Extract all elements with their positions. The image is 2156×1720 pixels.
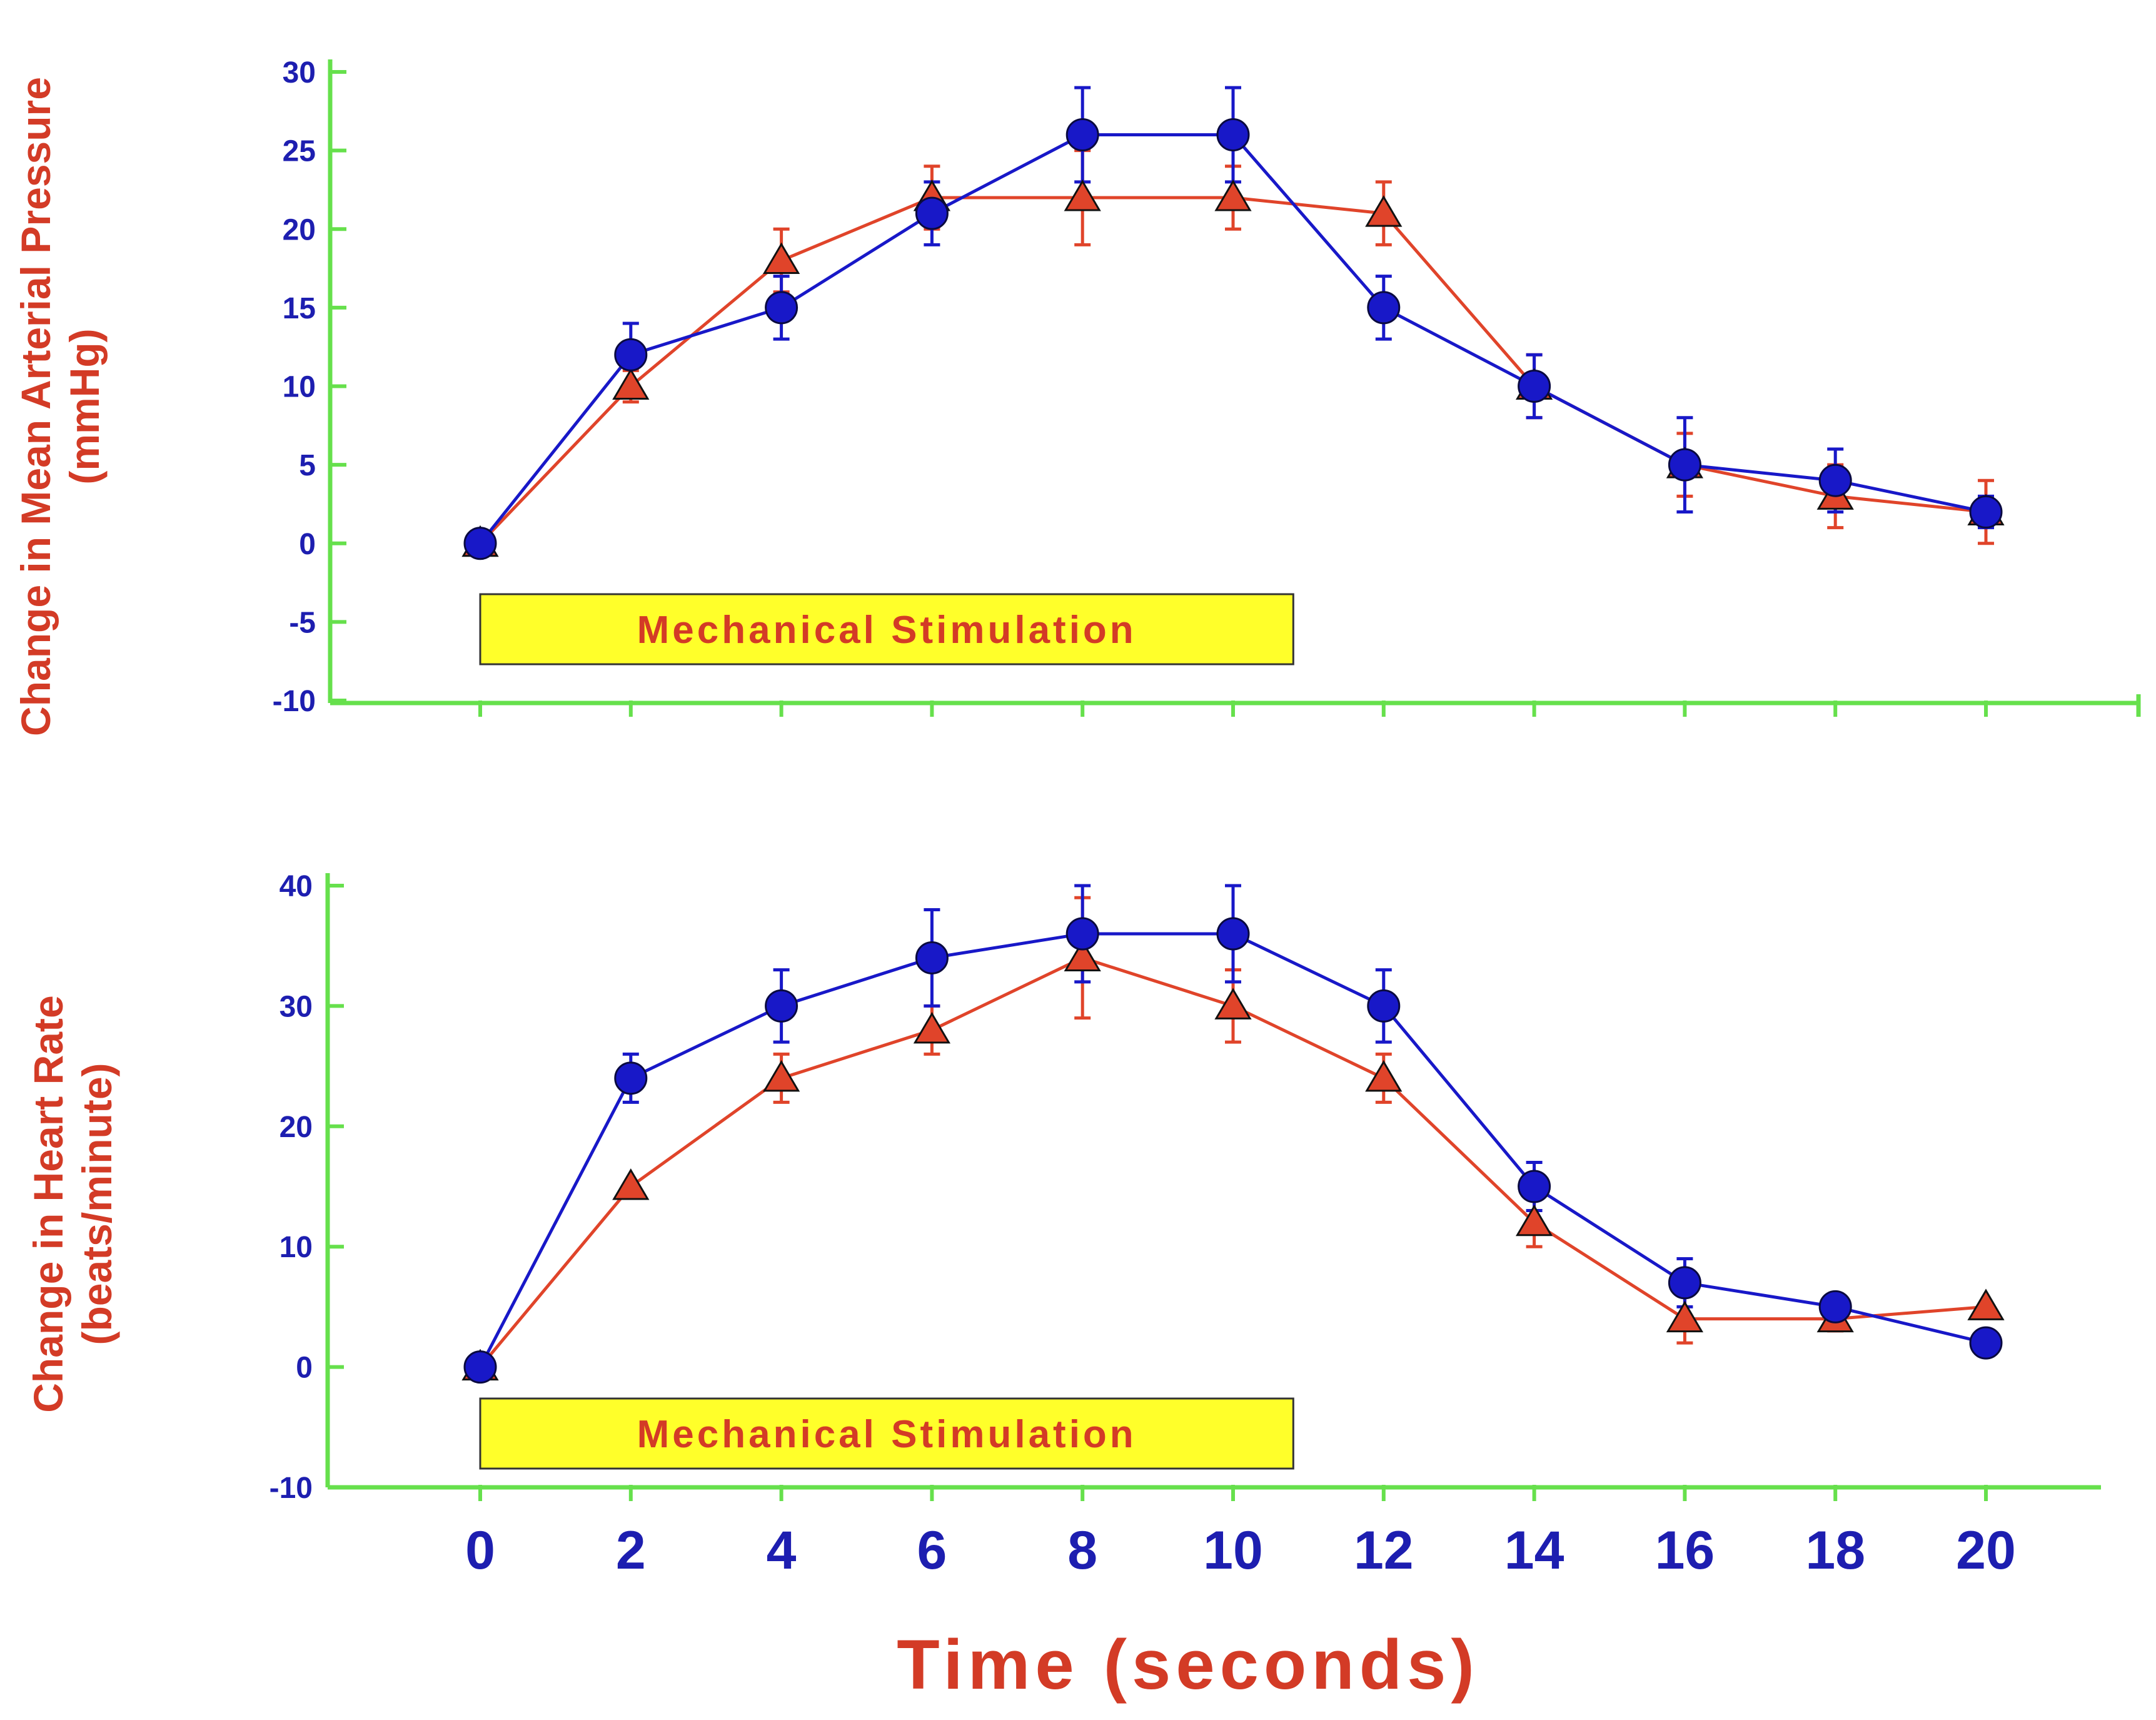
data-point-pressure-circle-3 [915,196,949,230]
x-tick-label-3: 6 [917,1520,947,1581]
y-tick-label-pressure-2: 20 [283,213,316,246]
y-axis-title-line1-pressure: Change in Mean Arterial Pressure [13,77,59,736]
data-point-heart-rate-circle-6 [1367,989,1401,1023]
data-point-heart-rate-triangle-3 [913,1011,951,1044]
y-tick-label-heart-rate-4: 0 [296,1352,313,1385]
x-tick-labels: 0 2 4 6 8 10 12 14 16 18 20 [465,1520,2016,1581]
y-axis-title-line1-heart-rate: Change in Heart Rate [25,995,71,1412]
x-axis-title: Time (seconds) [897,1626,1479,1704]
data-point-pressure-triangle-6 [1365,195,1403,227]
data-point-pressure-circle-9 [1818,463,1852,497]
data-point-heart-rate-triangle-5 [1214,988,1252,1019]
y-tick-label-pressure-1: 25 [283,135,316,168]
data-point-pressure-circle-2 [765,291,798,325]
stimulation-label-pressure: Mechanical Stimulation [637,609,1137,652]
data-point-pressure-circle-0 [463,527,497,560]
chart-panel-pressure: Change in Mean Arterial Pressure (mmHg) … [13,56,2141,736]
data-point-heart-rate-circle-4 [1065,917,1099,951]
data-point-heart-rate-circle-8 [1668,1266,1701,1300]
data-point-pressure-triangle-4 [1064,180,1101,211]
data-point-heart-rate-circle-0 [463,1350,497,1384]
stimulation-box-heart-rate: Mechanical Stimulation [479,1397,1294,1470]
x-tick-label-0: 0 [465,1520,495,1581]
y-tick-label-pressure-5: 5 [299,449,316,482]
x-tick-label-5: 10 [1203,1520,1263,1581]
y-axis-title-line2-pressure: (mmHg) [61,328,108,484]
y-tick-label-pressure-0: 30 [283,56,316,89]
data-point-heart-rate-circle-1 [614,1061,648,1095]
x-ticks-pressure [478,701,1988,717]
data-point-pressure-circle-8 [1668,448,1701,482]
y-tick-label-pressure-7: -5 [289,606,316,639]
y-tick-label-pressure-3: 15 [283,292,316,325]
y-tick-label-pressure-6: 0 [299,528,316,561]
series-line-pressure-triangle [479,196,1987,545]
data-point-pressure-triangle-1 [612,368,650,400]
y-tick-label-heart-rate-1: 30 [280,990,313,1023]
data-point-heart-rate-triangle-7 [1515,1204,1553,1237]
y-tick-label-heart-rate-5: -10 [270,1472,313,1505]
x-tick-label-10: 20 [1956,1520,2016,1581]
data-point-heart-rate-circle-3 [915,941,949,974]
data-point-heart-rate-triangle-2 [762,1060,800,1092]
x-tick-label-4: 8 [1067,1520,1097,1581]
data-point-pressure-triangle-5 [1214,180,1252,211]
data-point-pressure-triangle-2 [762,242,800,274]
stimulation-label-heart-rate: Mechanical Stimulation [637,1413,1137,1456]
data-point-pressure-circle-1 [614,338,648,372]
data-point-heart-rate-circle-7 [1518,1170,1551,1203]
y-axis-label-heart-rate: Change in Heart Rate (beats/minute) [25,995,120,1412]
x-tick-label-9: 18 [1805,1520,1865,1581]
data-point-pressure-circle-7 [1518,370,1551,403]
y-tick-label-heart-rate-0: 40 [280,870,313,903]
stimulation-box-pressure: Mechanical Stimulation [479,593,1294,665]
chart-panel-heart-rate: Change in Heart Rate (beats/minute) 40 30… [25,870,2101,1505]
y-tick-label-pressure-4: 10 [283,371,316,404]
data-point-heart-rate-triangle-6 [1365,1060,1403,1092]
y-tick-label-heart-rate-3: 10 [280,1231,313,1264]
data-point-heart-rate-circle-9 [1818,1290,1852,1323]
x-tick-label-7: 14 [1504,1520,1564,1581]
x-tick-label-6: 12 [1354,1520,1414,1581]
x-tick-label-8: 16 [1655,1520,1715,1581]
y-tick-label-pressure-8: -10 [273,685,316,718]
x-tick-label-1: 2 [616,1520,646,1581]
data-point-heart-rate-triangle-4 [1064,939,1101,971]
data-point-pressure-circle-10 [1969,495,2003,529]
data-point-pressure-circle-4 [1065,118,1099,151]
series-layer-heart-rate [461,884,2005,1384]
y-axis-title-line2-heart-rate: (beats/minute) [74,1063,120,1345]
data-point-heart-rate-triangle-10 [1967,1288,2005,1320]
y-ticks-pressure: 30 25 20 15 10 5 0 -5 -10 [273,56,346,718]
y-axis-label-pressure: Change in Mean Arterial Pressure (mmHg) [13,77,108,736]
data-point-pressure-circle-5 [1216,118,1250,151]
data-point-pressure-circle-6 [1367,291,1401,325]
x-ticks-heart-rate [478,1485,1988,1501]
data-point-heart-rate-circle-5 [1216,917,1250,951]
stimulation-rect-pressure [479,593,1294,665]
data-point-heart-rate-triangle-1 [612,1168,650,1200]
x-tick-label-2: 4 [767,1520,797,1581]
data-point-heart-rate-circle-10 [1969,1326,2003,1360]
series-layer-pressure [461,86,2005,560]
stimulation-rect-heart-rate [479,1397,1294,1470]
data-point-heart-rate-circle-2 [765,989,798,1023]
y-ticks-heart-rate: 40 30 20 10 0 -10 [270,870,344,1505]
data-point-heart-rate-triangle-8 [1666,1300,1704,1333]
y-tick-label-heart-rate-2: 20 [280,1111,313,1144]
